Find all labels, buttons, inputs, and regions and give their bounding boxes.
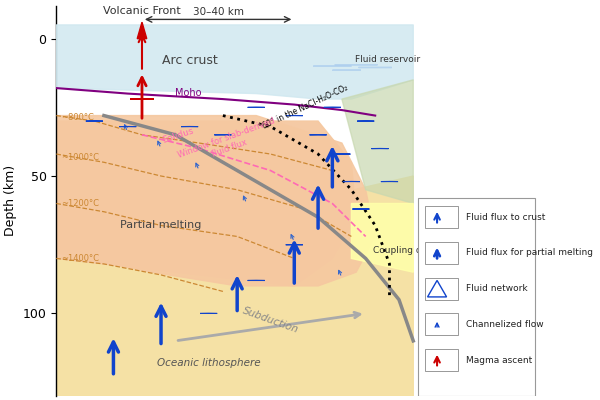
Text: Arc crust: Arc crust	[162, 54, 217, 67]
Polygon shape	[352, 204, 413, 272]
Text: Moho: Moho	[175, 88, 202, 98]
Text: Volcanic Front: Volcanic Front	[103, 6, 181, 16]
Text: Magma ascent: Magma ascent	[466, 356, 532, 365]
Text: Fluid flux to crust: Fluid flux to crust	[466, 213, 545, 222]
Text: Partial melting: Partial melting	[121, 220, 202, 230]
Text: Coupling depth: Coupling depth	[373, 246, 442, 255]
Text: Window for slab-derived
fluid flux: Window for slab-derived fluid flux	[176, 116, 279, 170]
Polygon shape	[137, 22, 147, 39]
FancyBboxPatch shape	[425, 314, 458, 335]
Text: Channelized flow: Channelized flow	[466, 320, 543, 329]
FancyBboxPatch shape	[425, 206, 458, 228]
Text: 60° in the NaCl-H₂O-CO₂: 60° in the NaCl-H₂O-CO₂	[261, 84, 349, 131]
Polygon shape	[56, 121, 356, 286]
Text: ~1200°C: ~1200°C	[61, 199, 99, 208]
Polygon shape	[56, 25, 413, 99]
Text: ~1000°C: ~1000°C	[61, 152, 99, 162]
Y-axis label: Depth (km): Depth (km)	[4, 165, 17, 236]
FancyBboxPatch shape	[425, 242, 458, 264]
Text: Subduction: Subduction	[241, 305, 300, 335]
Polygon shape	[56, 176, 413, 396]
FancyBboxPatch shape	[418, 198, 535, 396]
Text: Fluid flux for partial melting: Fluid flux for partial melting	[466, 248, 593, 258]
Polygon shape	[342, 80, 413, 204]
FancyBboxPatch shape	[425, 278, 458, 300]
Text: Fluid network: Fluid network	[466, 284, 527, 293]
Text: Solidus: Solidus	[161, 126, 195, 145]
Text: Fluid reservoir: Fluid reservoir	[355, 55, 419, 64]
Text: Oceanic lithosphere: Oceanic lithosphere	[157, 358, 260, 368]
Polygon shape	[56, 116, 375, 286]
Text: ~800°C: ~800°C	[61, 113, 94, 122]
FancyBboxPatch shape	[425, 349, 458, 371]
Text: ~1400°C: ~1400°C	[61, 254, 99, 263]
Text: 30–40 km: 30–40 km	[193, 7, 244, 17]
